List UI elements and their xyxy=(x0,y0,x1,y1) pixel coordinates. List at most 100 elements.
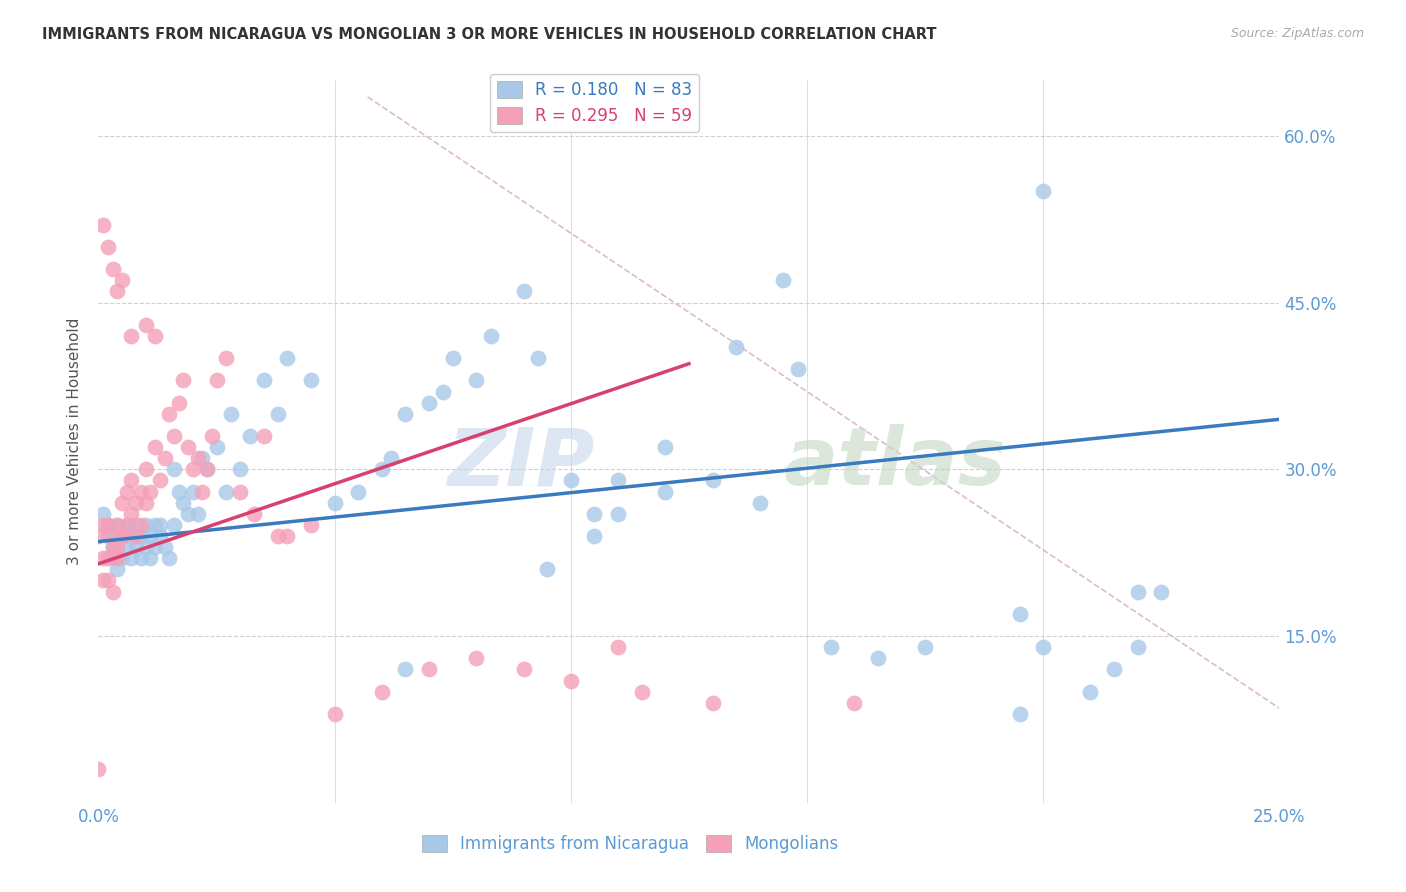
Point xyxy=(191,451,214,466)
Point xyxy=(101,540,124,554)
Point xyxy=(229,462,252,476)
Point xyxy=(105,540,128,554)
Point xyxy=(172,373,194,387)
Point xyxy=(465,373,488,387)
Point xyxy=(607,474,630,488)
Point xyxy=(583,529,606,543)
Point xyxy=(163,517,186,532)
Point xyxy=(135,462,157,476)
Text: Source: ZipAtlas.com: Source: ZipAtlas.com xyxy=(1230,27,1364,40)
Point xyxy=(125,496,148,510)
Point xyxy=(121,474,143,488)
Point xyxy=(299,517,322,532)
Point xyxy=(135,540,157,554)
Point xyxy=(465,651,488,665)
Point xyxy=(195,462,218,476)
Point xyxy=(512,285,534,299)
Point xyxy=(583,507,606,521)
Point xyxy=(163,429,186,443)
Point xyxy=(1008,607,1031,621)
Text: IMMIGRANTS FROM NICARAGUA VS MONGOLIAN 3 OR MORE VEHICLES IN HOUSEHOLD CORRELATI: IMMIGRANTS FROM NICARAGUA VS MONGOLIAN 3… xyxy=(42,27,936,42)
Point xyxy=(105,551,128,566)
Point xyxy=(167,484,190,499)
Point xyxy=(91,218,114,232)
Point xyxy=(181,484,204,499)
Point xyxy=(101,262,124,277)
Point xyxy=(143,440,166,454)
Point xyxy=(149,474,172,488)
Point xyxy=(205,373,228,387)
Point xyxy=(91,517,114,532)
Point xyxy=(1080,684,1102,698)
Point xyxy=(866,651,889,665)
Point xyxy=(167,395,190,409)
Point xyxy=(267,407,290,421)
Point xyxy=(157,407,180,421)
Point xyxy=(299,373,322,387)
Point xyxy=(205,440,228,454)
Point xyxy=(177,507,200,521)
Point xyxy=(125,529,148,543)
Point xyxy=(143,517,166,532)
Point xyxy=(87,763,110,777)
Point xyxy=(276,529,298,543)
Point xyxy=(135,496,157,510)
Point xyxy=(187,507,209,521)
Point xyxy=(101,529,124,543)
Point xyxy=(512,662,534,676)
Point xyxy=(526,351,548,366)
Point xyxy=(91,551,114,566)
Point xyxy=(177,440,200,454)
Point xyxy=(418,662,440,676)
Point xyxy=(191,484,214,499)
Point xyxy=(97,551,120,566)
Point xyxy=(181,462,204,476)
Point xyxy=(139,484,162,499)
Point xyxy=(323,706,346,721)
Point xyxy=(479,329,502,343)
Point xyxy=(101,540,124,554)
Point xyxy=(323,496,346,510)
Point xyxy=(97,574,120,588)
Point xyxy=(139,529,162,543)
Point xyxy=(536,562,558,576)
Text: atlas: atlas xyxy=(783,425,1007,502)
Point xyxy=(560,474,582,488)
Point xyxy=(105,517,128,532)
Point xyxy=(91,507,114,521)
Point xyxy=(253,373,276,387)
Point xyxy=(253,429,276,443)
Point xyxy=(1032,185,1054,199)
Point xyxy=(101,584,124,599)
Point xyxy=(121,329,143,343)
Point xyxy=(97,529,120,543)
Point xyxy=(129,529,152,543)
Text: ZIP: ZIP xyxy=(447,425,595,502)
Point xyxy=(844,696,866,710)
Point xyxy=(97,517,120,532)
Point xyxy=(607,640,630,655)
Point xyxy=(914,640,936,655)
Point xyxy=(125,540,148,554)
Point xyxy=(560,673,582,688)
Point xyxy=(135,318,157,332)
Point xyxy=(1150,584,1173,599)
Y-axis label: 3 or more Vehicles in Household: 3 or more Vehicles in Household xyxy=(67,318,83,566)
Point xyxy=(163,462,186,476)
Point xyxy=(129,551,152,566)
Point xyxy=(97,240,120,254)
Point xyxy=(121,529,143,543)
Point xyxy=(394,662,416,676)
Point xyxy=(125,517,148,532)
Point xyxy=(153,451,176,466)
Point xyxy=(129,484,152,499)
Point xyxy=(820,640,842,655)
Point xyxy=(215,351,238,366)
Point xyxy=(121,551,143,566)
Point xyxy=(105,562,128,576)
Point xyxy=(702,474,724,488)
Point xyxy=(101,551,124,566)
Point xyxy=(143,329,166,343)
Point xyxy=(229,484,252,499)
Point xyxy=(394,407,416,421)
